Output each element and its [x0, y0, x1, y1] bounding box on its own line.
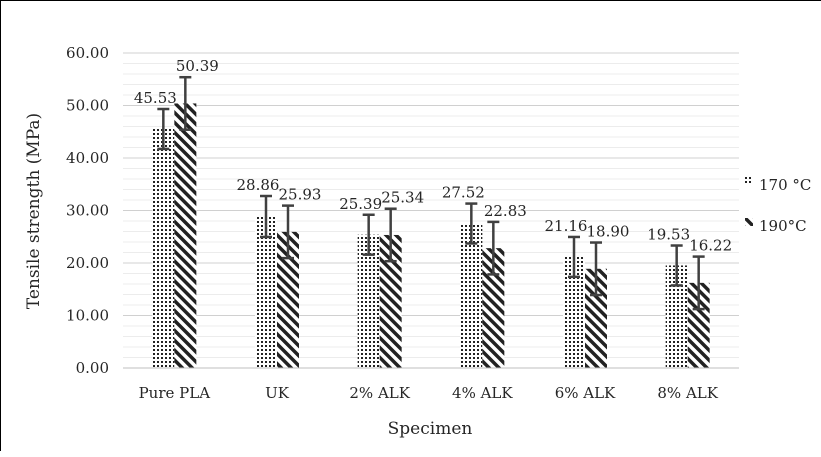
data-label: 16.22 [689, 237, 732, 255]
legend-swatch-190 [745, 218, 753, 226]
data-label: 19.53 [647, 226, 690, 244]
error-bar [260, 194, 272, 239]
data-label: 25.39 [339, 195, 382, 213]
error-bar [179, 75, 192, 131]
bar [585, 268, 607, 368]
x-tick-label: 4% ALK [452, 384, 513, 402]
bar [152, 128, 175, 368]
legend-label-170: 170 °C [759, 176, 811, 194]
data-label: 22.83 [484, 202, 527, 220]
data-label: 45.53 [134, 89, 177, 107]
bar [665, 265, 688, 368]
x-tick-label: 2% ALK [349, 384, 410, 402]
error-bar [487, 220, 500, 276]
data-label: 50.39 [176, 57, 219, 75]
x-tick-label: UK [265, 384, 290, 402]
grid-lines [123, 52, 739, 369]
y-tick-label: 0.00 [76, 359, 109, 377]
bar [482, 248, 505, 368]
x-tick-label: Pure PLA [139, 384, 211, 402]
y-tick-label: 50.00 [66, 97, 109, 115]
bar [174, 103, 197, 368]
error-bar [362, 213, 375, 256]
error-bar [384, 207, 397, 263]
y-tick-label: 30.00 [66, 202, 109, 220]
bar [277, 231, 299, 368]
bar [379, 234, 402, 368]
data-label: 21.16 [545, 217, 588, 235]
legend-swatch-170 [745, 177, 753, 185]
error-bar [670, 244, 683, 287]
error-bar [568, 235, 580, 279]
error-bar [157, 107, 170, 151]
bar [460, 223, 483, 368]
x-tick-label: 8% ALK [657, 384, 718, 402]
bar [563, 256, 585, 368]
bar [255, 216, 277, 368]
x-axis-title: Specimen [388, 419, 473, 439]
y-tick-label: 20.00 [66, 254, 109, 272]
error-bar [590, 241, 602, 297]
data-label: 25.93 [279, 186, 322, 204]
y-tick-label: 10.00 [66, 307, 109, 325]
data-label: 27.52 [442, 184, 485, 202]
y-axis-title: Tensile strength (MPa) [24, 113, 44, 309]
data-label: 25.34 [381, 189, 424, 207]
error-bar [282, 204, 294, 260]
data-label: 18.90 [587, 223, 630, 241]
error-bar [465, 202, 478, 245]
legend-label-190: 190°C [759, 217, 807, 235]
legend: 170 °C 190°C [745, 176, 811, 235]
error-bars [157, 75, 705, 311]
y-tick-label: 40.00 [66, 149, 109, 167]
bar [357, 234, 380, 368]
error-bar [692, 255, 705, 311]
data-label: 28.86 [237, 176, 280, 194]
x-tick-label: 6% ALK [555, 384, 616, 402]
bars [152, 103, 710, 368]
y-tick-label: 60.00 [66, 44, 109, 62]
bar [687, 282, 710, 368]
axes: 0.00 10.00 20.00 30.00 40.00 50.00 60.00 Pure P… [66, 44, 739, 402]
